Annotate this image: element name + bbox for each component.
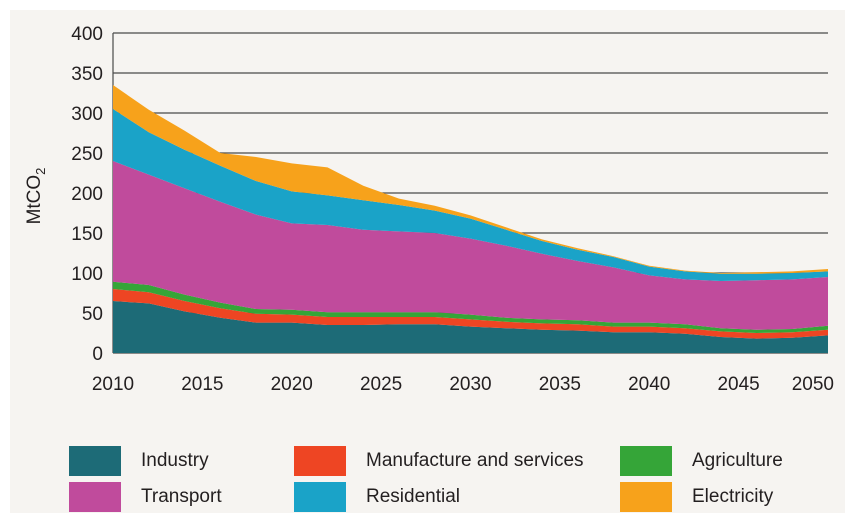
x-axis-ticks: 2010 2015 2020 2025 2030 2035 2040 2045 2050 bbox=[92, 374, 834, 395]
y-tick-label: 250 bbox=[71, 144, 103, 165]
area-electricity bbox=[113, 85, 828, 274]
y-tick-label: 400 bbox=[71, 24, 103, 45]
x-tick-label: 2040 bbox=[628, 374, 670, 395]
y-tick-label: 350 bbox=[71, 64, 103, 85]
y-axis-label: MtCO2 bbox=[24, 168, 48, 225]
y-tick-label: 150 bbox=[71, 224, 103, 245]
x-tick-label: 2020 bbox=[271, 374, 313, 395]
x-tick-label: 2010 bbox=[92, 374, 134, 395]
x-tick-label: 2015 bbox=[181, 374, 223, 395]
y-tick-label: 100 bbox=[71, 264, 103, 285]
y-tick-label: 0 bbox=[92, 344, 103, 365]
y-axis-ticks: 0 50 100 150 200 250 300 350 400 bbox=[71, 24, 103, 365]
x-tick-label: 2035 bbox=[539, 374, 581, 395]
x-tick-label: 2025 bbox=[360, 374, 402, 395]
area-transport bbox=[113, 161, 828, 330]
area-residential bbox=[113, 109, 828, 281]
y-tick-label: 300 bbox=[71, 104, 103, 125]
area-series bbox=[113, 85, 828, 353]
x-tick-label: 2045 bbox=[717, 374, 759, 395]
x-tick-label: 2050 bbox=[792, 374, 834, 395]
x-tick-label: 2030 bbox=[449, 374, 491, 395]
y-tick-label: 200 bbox=[71, 184, 103, 205]
y-tick-label: 50 bbox=[82, 304, 103, 325]
area-industry bbox=[113, 301, 828, 353]
